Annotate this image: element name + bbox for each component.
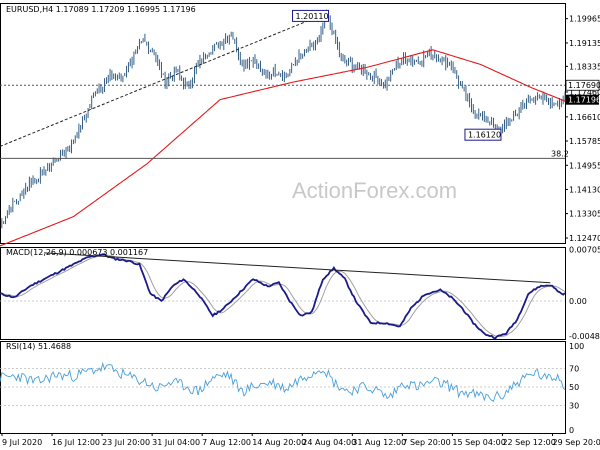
panel-frame-0 [0,3,566,244]
time-tick-label: 14 Aug 20:00 [252,438,306,447]
price-tick-label: 1.14130 [569,185,600,194]
time-tick-label: 9 Jul 2020 [2,438,42,447]
time-tick-label: 31 Jul 04:00 [152,438,200,447]
level-price-badge [565,79,600,91]
price-tick-label: 1.13305 [569,210,600,219]
macd-header: MACD(12,26,9) 0.000673 0.001167 [6,248,148,257]
macd-line [0,253,566,340]
rsi-tick-label: 100 [569,342,584,351]
time-tick-label: 22 Sep 12:00 [502,438,555,447]
price-panel: 38.2 1.20110 1.16120 [0,9,569,247]
annotation-label: 1.20110 [296,12,329,21]
panel-frame-2 [0,341,566,434]
rsi-panel [0,361,566,406]
macd-tick-label: 0.007057 [569,246,600,255]
time-tick-label: 29 Sep 20:00 [552,438,600,447]
time-tick-label: 15 Sep 04:00 [452,438,505,447]
time-tick-label: 31 Aug 12:00 [352,438,406,447]
price-axis: 1.19965 1.19135 1.18335 1.17460 1.16610 1.157… [565,15,600,243]
macd-axis: 0.007057 0.00 -0.004818 [569,246,600,342]
rsi-tick-label: 50 [569,383,579,392]
annotation-box [292,9,330,22]
price-tick-label: 1.15785 [569,137,600,146]
price-tick-label: 1.19965 [569,15,600,24]
watermark: ActionForex.com [292,178,457,203]
macd-panel [0,252,566,340]
price-tick-label: 1.18335 [569,62,600,71]
price-tick-label: 1.12470 [569,234,600,243]
time-tick-label: 7 Sep 20:00 [402,438,450,447]
macd-tick-label: 0.00 [569,297,587,306]
last-price-label: 1.17196 [568,96,600,105]
price-tick-label: 1.14955 [569,161,600,170]
price-trendline [0,14,324,147]
price-tick-label: 1.16610 [569,113,600,122]
annotation-box [464,128,502,141]
fib-level-label: 38.2 [551,149,569,158]
panel-frames [0,3,566,434]
time-axis: 9 Jul 2020 16 Jul 12:00 23 Jul 20:00 31 Jul… [1,433,600,447]
time-tick-label: 23 Jul 20:00 [102,438,150,447]
rsi-tick-label: 0 [569,426,574,435]
rsi-tick-label: 70 [569,365,579,374]
moving-average-line [0,49,566,247]
rsi-line [0,361,566,402]
rsi-axis: 100 70 50 30 0 [569,342,584,435]
time-tick-label: 24 Aug 04:00 [302,438,356,447]
price-header: EURUSD,H4 1.17089 1.17209 1.16995 1.1719… [6,5,196,14]
rsi-header: RSI(14) 51.4688 [6,342,71,351]
time-tick-label: 16 Jul 12:00 [52,438,100,447]
macd-tick-label: -0.004818 [569,332,600,341]
macd-trendline [43,252,551,284]
last-price-badge [566,94,599,105]
price-tick-label: 1.17460 [569,88,600,97]
level-price-label: 1.17690 [568,81,600,90]
time-tick-label: 7 Aug 12:00 [202,438,251,447]
annotation-label: 1.16120 [468,131,501,140]
price-tick-label: 1.19135 [569,39,600,48]
rsi-tick-label: 30 [569,401,579,410]
